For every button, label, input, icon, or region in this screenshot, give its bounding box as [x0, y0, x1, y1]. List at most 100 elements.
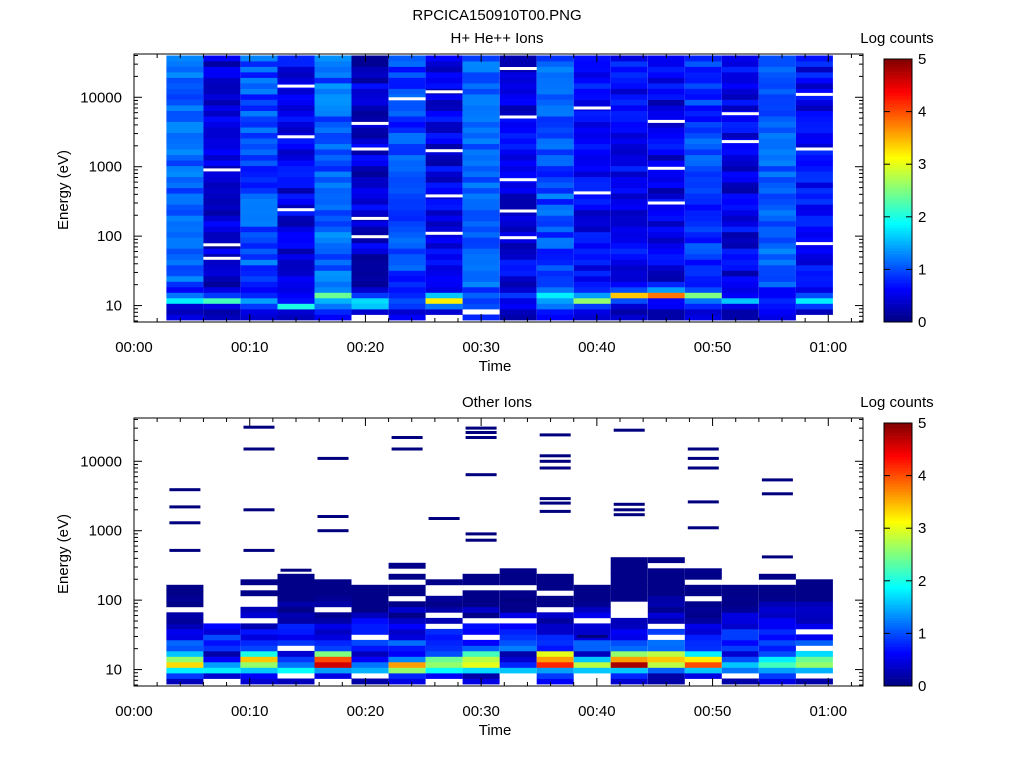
heatmap-cell [203, 667, 241, 674]
colorbar-segment [884, 122, 912, 126]
colorbar-segment [884, 269, 912, 273]
heatmap-cell [351, 55, 389, 62]
heatmap-cell [647, 253, 685, 260]
colorbar-segment [884, 206, 912, 210]
heatmap-cell [351, 204, 389, 211]
heatmap-cell [166, 209, 204, 216]
heatmap-cell [203, 220, 241, 227]
heatmap-cell [425, 182, 463, 189]
heatmap-cell [536, 138, 574, 144]
heatmap-cell [647, 149, 685, 156]
heatmap-cell [388, 61, 426, 67]
heatmap-cell [610, 149, 648, 156]
high-energy-count-line [243, 447, 275, 451]
heatmap-cell [462, 105, 500, 111]
heatmap-cell [388, 143, 426, 150]
data-gap-line [647, 201, 685, 205]
heatmap-cell [425, 215, 463, 222]
heatmap-cell [351, 253, 389, 260]
colorbar-segment [884, 657, 912, 660]
heatmap-cell [499, 281, 537, 288]
heatmap-cell [721, 127, 759, 133]
heatmap-cell [721, 645, 759, 652]
heatmap-cell [536, 309, 574, 315]
heatmap-cell [462, 143, 500, 150]
high-energy-count-line [613, 502, 645, 506]
heatmap-cell [721, 661, 759, 668]
high-energy-count-line [539, 466, 571, 470]
heatmap-cell [166, 634, 204, 641]
heatmap-cell [795, 77, 833, 84]
heatmap-cell [277, 55, 315, 62]
colorbar-tick-label: 5 [918, 51, 926, 68]
heatmap-cell [647, 209, 685, 216]
heatmap-cell [314, 127, 352, 133]
heatmap-cell [499, 143, 537, 150]
heatmap-cell [795, 132, 833, 139]
heatmap-cell [499, 656, 537, 663]
heatmap-cell [536, 99, 574, 106]
heatmap-cell [795, 61, 833, 67]
heatmap-cell [277, 61, 315, 67]
figure-title: RPCICA150910T00.PNG [412, 7, 581, 24]
heatmap-cell [684, 94, 722, 100]
heatmap-cell [166, 275, 204, 282]
heatmap-cell [277, 204, 315, 211]
y-tick-label: 1000 [89, 523, 122, 540]
heatmap-cell [647, 678, 685, 685]
heatmap-cell [203, 231, 241, 238]
heatmap-cell [314, 88, 352, 95]
heatmap-cell [795, 88, 833, 95]
heatmap-cell [203, 264, 241, 271]
heatmap-cell [573, 72, 611, 78]
heatmap-cell [462, 253, 500, 260]
heatmap-cell [536, 573, 574, 580]
heatmap-cell [610, 237, 648, 244]
heatmap-cell [573, 187, 611, 194]
heatmap-cell [499, 590, 537, 597]
heatmap-cell [277, 309, 315, 315]
colorbar-segment [884, 678, 912, 682]
data-gap-line [425, 231, 463, 235]
colorbar-segment [884, 161, 912, 165]
heatmap-cell [314, 628, 352, 635]
colorbar-segment [884, 470, 912, 474]
colorbar-segment [884, 570, 912, 574]
heatmap-cell [388, 215, 426, 222]
heatmap-cell [795, 678, 833, 685]
heatmap-cell [647, 132, 685, 139]
heatmap-cell [610, 215, 648, 222]
heatmap-cell [721, 237, 759, 244]
colorbar-segment [884, 457, 912, 461]
heatmap-cell [166, 259, 204, 266]
heatmap-cell [758, 66, 796, 73]
colorbar-segment [884, 114, 912, 118]
heatmap-cell [203, 204, 241, 211]
heatmap-cell [610, 617, 648, 624]
heatmap-cell [758, 661, 796, 668]
heatmap-cell [462, 116, 500, 122]
heatmap-cell [166, 309, 204, 315]
colorbar-segment [884, 614, 912, 618]
colorbar-segment [884, 137, 912, 141]
heatmap-cell [721, 314, 759, 321]
heatmap-cell [351, 77, 389, 84]
colorbar-segment [884, 664, 912, 668]
colorbar-segment [884, 430, 912, 434]
heatmap-cell [351, 198, 389, 205]
heatmap-cell [462, 88, 500, 95]
colorbar-segment [884, 151, 912, 154]
heatmap-cell [795, 639, 833, 646]
heatmap-cell [203, 143, 241, 150]
heatmap-cell [388, 176, 426, 183]
heatmap-cell [721, 601, 759, 608]
heatmap-cell [166, 94, 204, 100]
heatmap-cell [721, 160, 759, 167]
heatmap-cell [277, 601, 315, 608]
heatmap-cell [314, 143, 352, 150]
heatmap-cell [240, 623, 278, 630]
high-energy-count-line [539, 509, 571, 513]
heatmap-cell [203, 66, 241, 73]
heatmap-cell [425, 171, 463, 178]
heatmap-cell [795, 242, 833, 249]
